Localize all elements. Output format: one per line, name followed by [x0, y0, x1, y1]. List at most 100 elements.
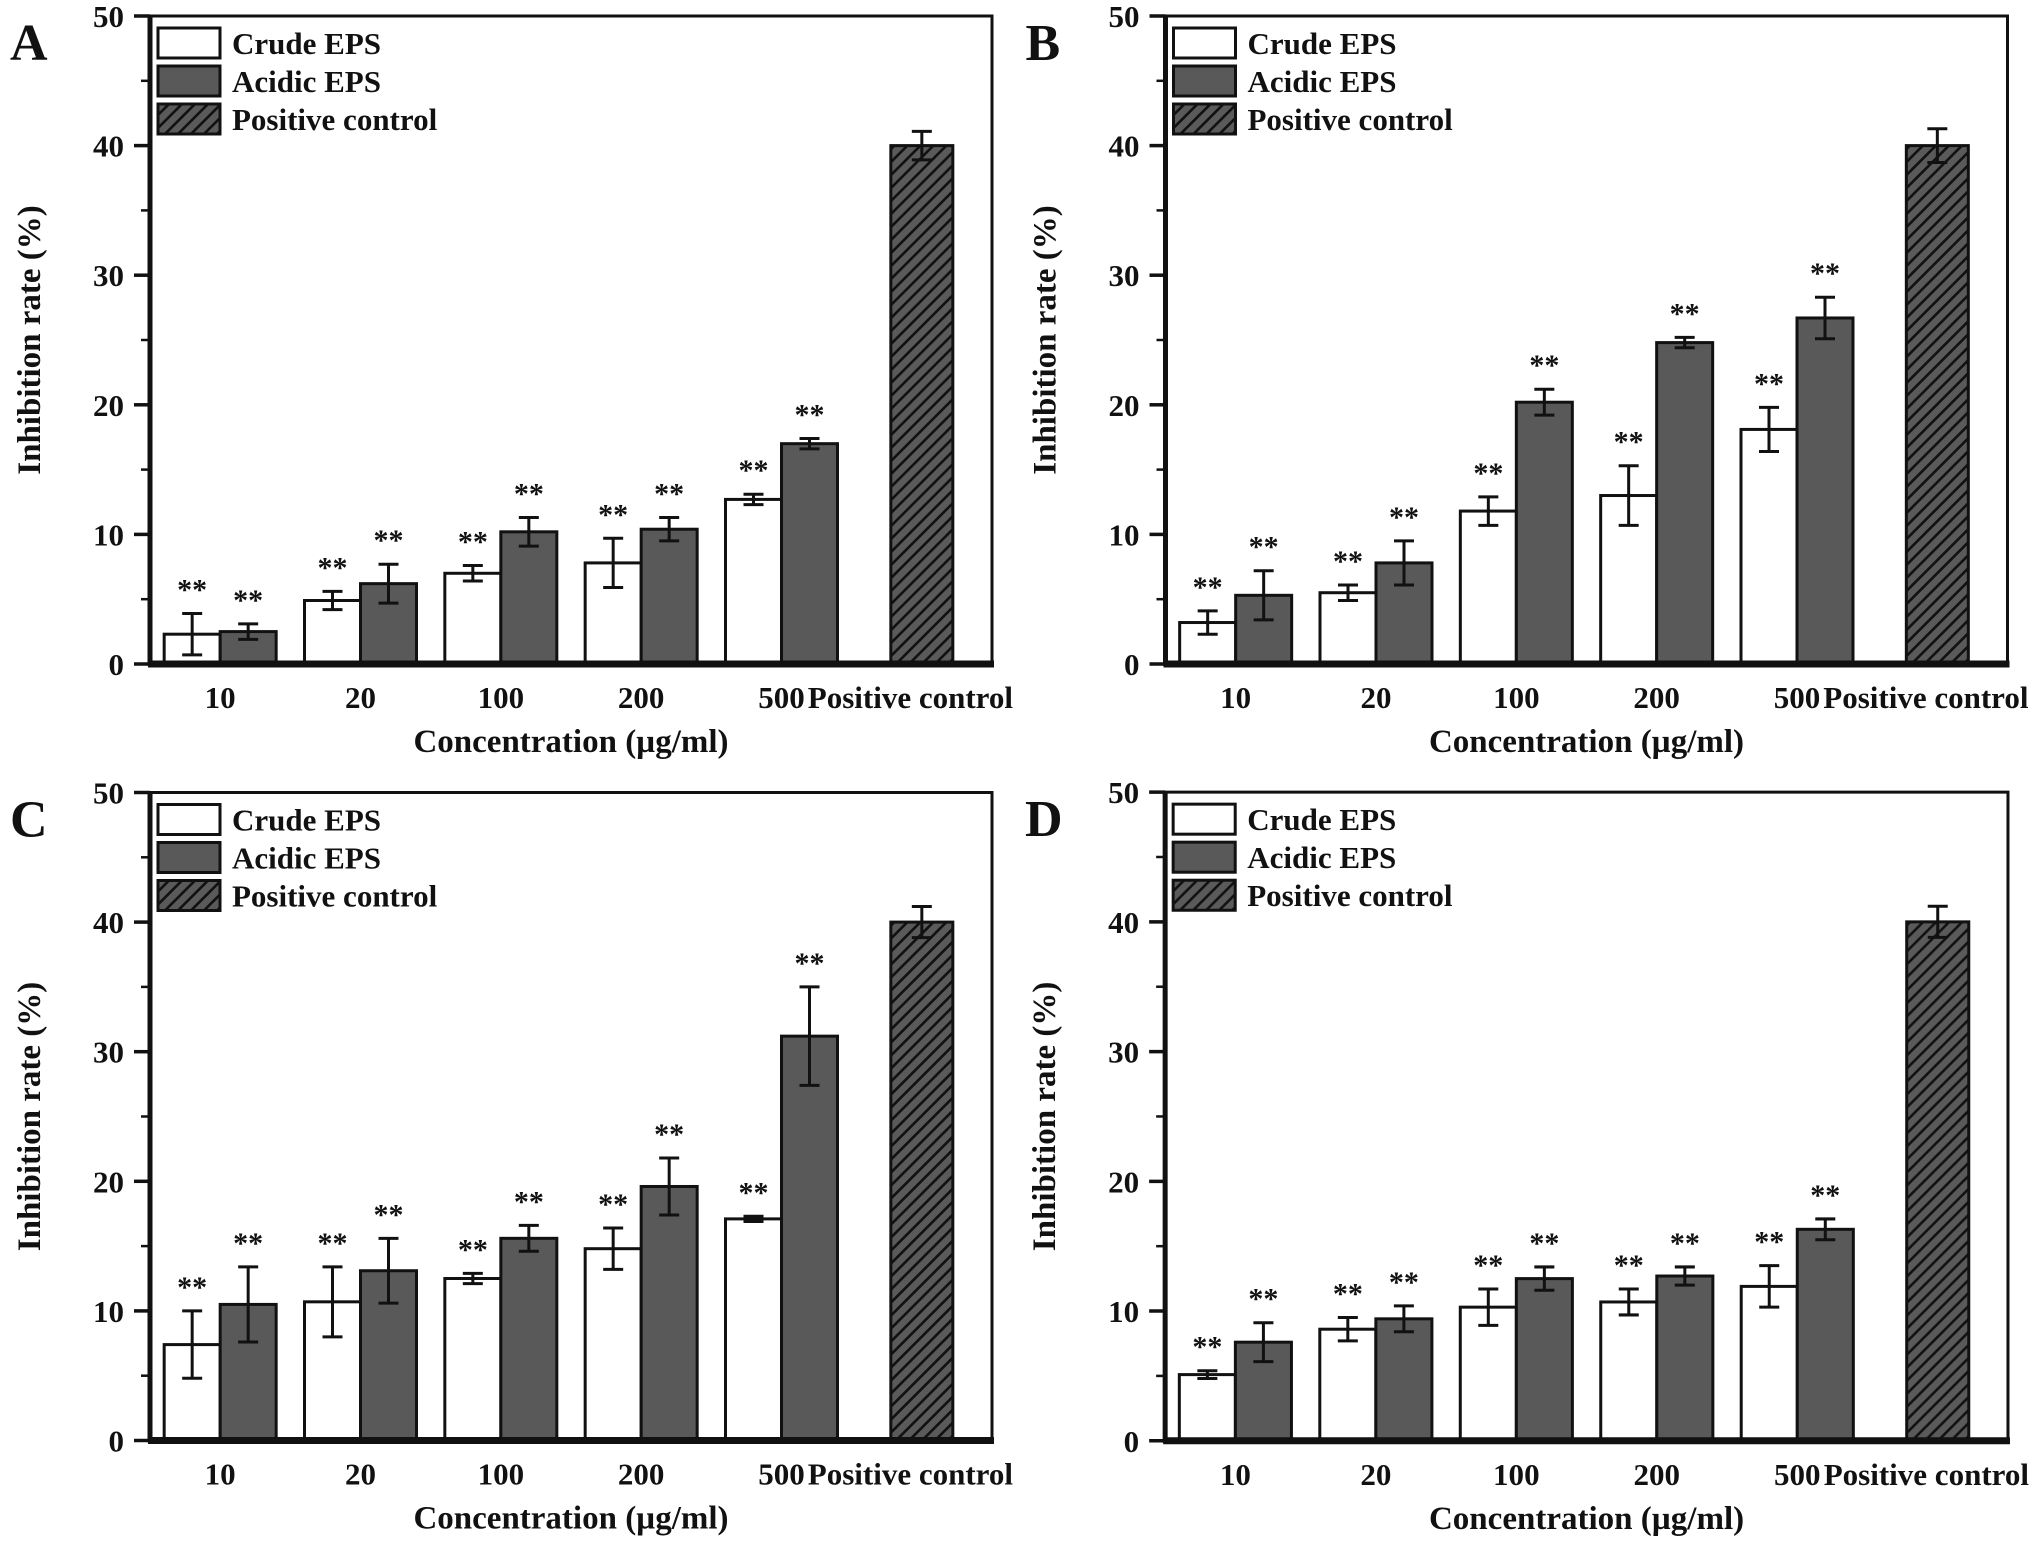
significance-stars: **	[374, 1198, 404, 1231]
legend-swatch-acidic-eps	[1172, 64, 1237, 98]
y-tick-label: 40	[93, 129, 124, 164]
y-tick-label: 50	[1109, 0, 1140, 34]
y-tick-label: 40	[1109, 129, 1140, 164]
bar-acidic-eps	[639, 527, 699, 666]
y-tick-label: 0	[1124, 1424, 1140, 1459]
bars-group	[1178, 144, 1970, 666]
legend-swatch-positive-control	[156, 102, 222, 136]
significance-stars: **	[1754, 367, 1784, 400]
error-bars-group	[1197, 904, 1948, 1381]
y-axis-title: Inhibition rate (%)	[12, 982, 48, 1252]
bar-positive-control	[1905, 920, 1971, 1443]
x-tick-label: 200	[1633, 680, 1680, 715]
bar-positive-control	[889, 144, 955, 666]
x-tick-label-positive-control: Positive control	[1823, 680, 2029, 715]
y-tick-label: 0	[109, 1424, 125, 1459]
bar-crude-eps	[1177, 1373, 1237, 1443]
axes-group	[134, 790, 994, 1444]
significance-stars: **	[654, 478, 684, 511]
bar-acidic-eps	[1514, 1277, 1574, 1443]
significance-stars: **	[795, 947, 825, 980]
significance-stars: **	[1754, 1226, 1784, 1259]
error-bars-group	[1197, 127, 1948, 636]
y-tick-label: 20	[1109, 388, 1140, 423]
significance-stars: **	[233, 584, 263, 617]
significance-stars: **	[458, 1233, 488, 1266]
significance-stars: **	[318, 1227, 348, 1260]
legend-label: Acidic EPS	[232, 64, 381, 99]
x-tick-label: 10	[205, 680, 236, 715]
y-tick-label: 30	[1108, 1035, 1139, 1070]
significance-stars: **	[598, 1188, 628, 1221]
significance-stars: **	[1389, 501, 1419, 534]
y-tick-label: 20	[93, 1164, 124, 1199]
bar-crude-eps	[1318, 1327, 1378, 1443]
chart-panel-C: ** ** ** ** ** ** ** ** ** ** 0 10 20 30 40 50 10 20 100 20…	[0, 776, 1015, 1553]
y-tick-label: 30	[93, 258, 124, 293]
significance-stars: **	[514, 1185, 544, 1218]
bars-group	[162, 144, 955, 666]
bars-group	[162, 920, 955, 1443]
x-tick-label: 100	[1493, 1457, 1540, 1492]
significance-stars: **	[795, 398, 825, 431]
panel-letter: D	[1025, 791, 1063, 848]
axes-group	[1149, 14, 2010, 668]
bar-acidic-eps	[780, 442, 839, 666]
y-axis-title: Inhibition rate (%)	[1028, 205, 1064, 475]
significance-stars: **	[1248, 1283, 1278, 1316]
x-tick-label: 500	[1774, 1457, 1821, 1492]
error-bars-group	[182, 905, 932, 1380]
y-axis-title: Inhibition rate (%)	[1027, 982, 1063, 1252]
legend-label: Positive control	[232, 879, 438, 914]
significance-stars: **	[233, 1227, 263, 1260]
bar-positive-control	[1904, 144, 1970, 666]
chart-C: ** ** ** ** ** ** ** ** ** ** 0 10 20 30 40 50 10 20 100 20…	[10, 776, 1013, 1537]
y-tick-label: 50	[1108, 775, 1139, 810]
y-tick-label: 30	[93, 1035, 124, 1070]
y-tick-label: 10	[93, 517, 124, 552]
axes-group	[1149, 790, 2010, 1445]
x-tick-label: 500	[758, 680, 805, 715]
significance-stars: **	[318, 551, 348, 584]
legend-swatch-crude-eps	[156, 26, 222, 60]
bar-crude-eps	[1739, 1284, 1799, 1443]
legend-swatch-positive-control	[156, 879, 222, 912]
significance-stars: **	[1249, 531, 1279, 564]
x-tick-label: 10	[205, 1457, 236, 1492]
significance-stars: **	[1333, 545, 1363, 578]
legend-label: Crude EPS	[232, 803, 381, 838]
bar-crude-eps	[443, 571, 503, 666]
significance-stars: **	[1670, 297, 1700, 330]
y-tick-label: 0	[109, 647, 125, 682]
legend-swatch-positive-control	[1171, 878, 1237, 912]
bar-acidic-eps	[359, 582, 418, 666]
bar-acidic-eps	[1233, 1340, 1293, 1443]
legend-swatch-crude-eps	[1171, 802, 1237, 836]
x-tick-label: 100	[478, 1457, 525, 1492]
x-tick-label: 20	[345, 680, 376, 715]
x-axis-title: Concentration (µg/ml)	[413, 1501, 728, 1537]
bar-crude-eps	[1739, 427, 1799, 666]
significance-stars: **	[1529, 349, 1559, 382]
y-tick-label: 40	[1108, 905, 1139, 940]
bar-acidic-eps	[1655, 341, 1715, 666]
bar-positive-control	[889, 920, 955, 1443]
bar-acidic-eps	[499, 530, 559, 666]
significance-stars: **	[1529, 1227, 1559, 1260]
y-tick-label: 40	[93, 905, 124, 940]
chart-B: ** ** ** ** ** ** ** ** ** ** 0 10 20 30 40 50 10 20 100 20…	[1026, 0, 2029, 760]
significance-stars: **	[177, 1271, 207, 1304]
significance-stars: **	[1810, 257, 1840, 290]
bar-acidic-eps	[1514, 400, 1574, 666]
chart-A: ** ** ** ** ** ** ** ** ** ** 0 10 20 30 40 50 10 20 100 20…	[10, 0, 1013, 760]
panel-letter: A	[10, 15, 48, 72]
x-tick-label: 200	[618, 1457, 665, 1492]
significance-stars: **	[1810, 1179, 1840, 1212]
x-tick-label-positive-control: Positive control	[1824, 1457, 2030, 1492]
significance-stars: **	[1614, 426, 1644, 459]
bar-acidic-eps	[499, 1236, 559, 1442]
bar-acidic-eps	[639, 1184, 699, 1443]
legend	[1172, 26, 1237, 136]
legend	[156, 803, 222, 912]
legend-label: Crude EPS	[1247, 802, 1396, 837]
